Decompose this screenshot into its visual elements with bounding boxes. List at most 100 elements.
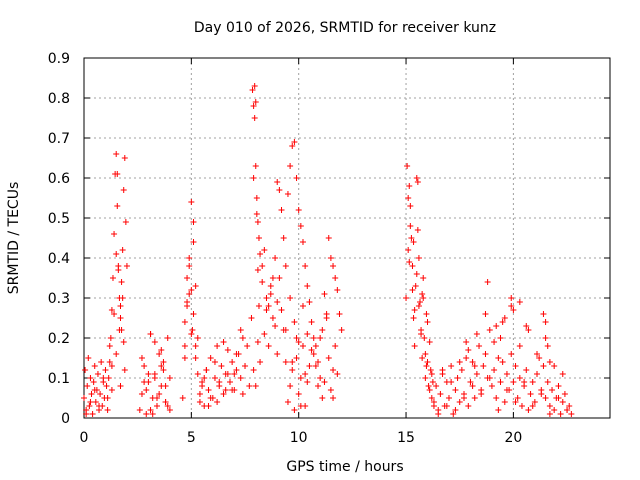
- data-point: [321, 291, 328, 297]
- data-point: [414, 227, 421, 233]
- x-axis-label: GPS time / hours: [286, 459, 403, 475]
- data-point: [408, 235, 415, 241]
- data-point: [304, 331, 311, 337]
- data-point: [196, 399, 203, 405]
- data-point: [518, 403, 525, 409]
- data-point: [282, 263, 289, 269]
- y-tick-label: 0.1: [48, 371, 70, 387]
- chart-title: Day 010 of 2026, SRMTID for receiver kun…: [194, 20, 496, 36]
- data-point: [501, 315, 508, 321]
- data-point: [274, 179, 281, 185]
- data-point: [284, 399, 291, 405]
- data-point: [508, 351, 515, 357]
- data-point: [334, 371, 341, 377]
- data-point: [405, 247, 412, 253]
- data-point: [411, 343, 418, 349]
- data-point: [141, 363, 148, 369]
- data-point: [291, 407, 298, 413]
- data-point: [189, 327, 196, 333]
- data-point: [516, 343, 523, 349]
- data-point: [544, 379, 551, 385]
- data-point: [312, 363, 319, 369]
- data-point: [278, 307, 285, 313]
- data-point: [254, 219, 261, 225]
- data-point: [156, 391, 163, 397]
- data-point: [308, 347, 315, 353]
- data-point: [108, 307, 115, 313]
- data-point: [566, 403, 573, 409]
- data-point: [291, 319, 298, 325]
- data-point: [508, 295, 515, 301]
- data-point: [106, 359, 113, 365]
- data-point: [103, 383, 110, 389]
- data-point: [463, 355, 470, 361]
- data-point: [549, 387, 556, 393]
- data-point: [274, 299, 281, 305]
- data-point: [416, 299, 423, 305]
- data-point: [310, 335, 317, 341]
- data-point: [555, 395, 562, 401]
- x-tick-label: 0: [80, 430, 89, 446]
- data-point: [420, 295, 427, 301]
- data-point: [471, 395, 478, 401]
- data-point: [422, 375, 429, 381]
- data-point: [478, 391, 485, 397]
- data-point: [284, 191, 291, 197]
- data-point: [426, 339, 433, 345]
- data-point: [463, 339, 470, 345]
- data-point: [138, 355, 145, 361]
- data-point: [160, 359, 167, 365]
- data-point: [143, 387, 150, 393]
- data-point: [542, 335, 549, 341]
- data-point: [151, 339, 158, 345]
- y-tick-label: 0.8: [48, 91, 70, 107]
- data-point: [406, 259, 413, 265]
- data-point: [422, 351, 429, 357]
- data-point: [158, 347, 165, 353]
- data-point: [555, 383, 562, 389]
- data-point: [147, 331, 154, 337]
- data-point: [304, 379, 311, 385]
- data-point: [207, 395, 214, 401]
- data-point: [327, 387, 334, 393]
- data-point: [244, 343, 251, 349]
- data-point: [512, 363, 519, 369]
- plot-frame: [83, 57, 611, 419]
- data-point: [117, 383, 124, 389]
- data-point: [233, 367, 240, 373]
- data-point: [304, 283, 311, 289]
- data-point: [116, 327, 123, 333]
- x-tick-label: 20: [504, 430, 522, 446]
- data-point: [251, 115, 258, 121]
- data-point: [418, 331, 425, 337]
- data-point: [330, 263, 337, 269]
- data-point: [272, 255, 279, 261]
- data-point: [403, 295, 410, 301]
- data-point: [104, 407, 111, 413]
- data-point: [119, 247, 126, 253]
- data-point: [484, 279, 491, 285]
- data-point: [482, 311, 489, 317]
- data-point: [523, 323, 530, 329]
- data-point: [82, 367, 89, 373]
- data-point: [534, 351, 541, 357]
- data-point: [480, 363, 487, 369]
- data-point: [194, 335, 201, 341]
- data-point: [87, 399, 94, 405]
- data-point: [267, 283, 274, 289]
- data-point: [153, 395, 160, 401]
- data-point: [407, 203, 414, 209]
- data-point: [255, 303, 262, 309]
- data-point: [559, 399, 566, 405]
- data-point: [263, 307, 270, 313]
- data-point: [295, 391, 302, 397]
- data-point: [410, 239, 417, 245]
- data-point: [143, 411, 150, 417]
- data-point: [184, 299, 191, 305]
- data-point: [121, 367, 128, 373]
- data-point: [229, 387, 236, 393]
- data-point: [491, 339, 498, 345]
- data-point: [113, 151, 120, 157]
- data-point: [476, 343, 483, 349]
- data-point: [510, 379, 517, 385]
